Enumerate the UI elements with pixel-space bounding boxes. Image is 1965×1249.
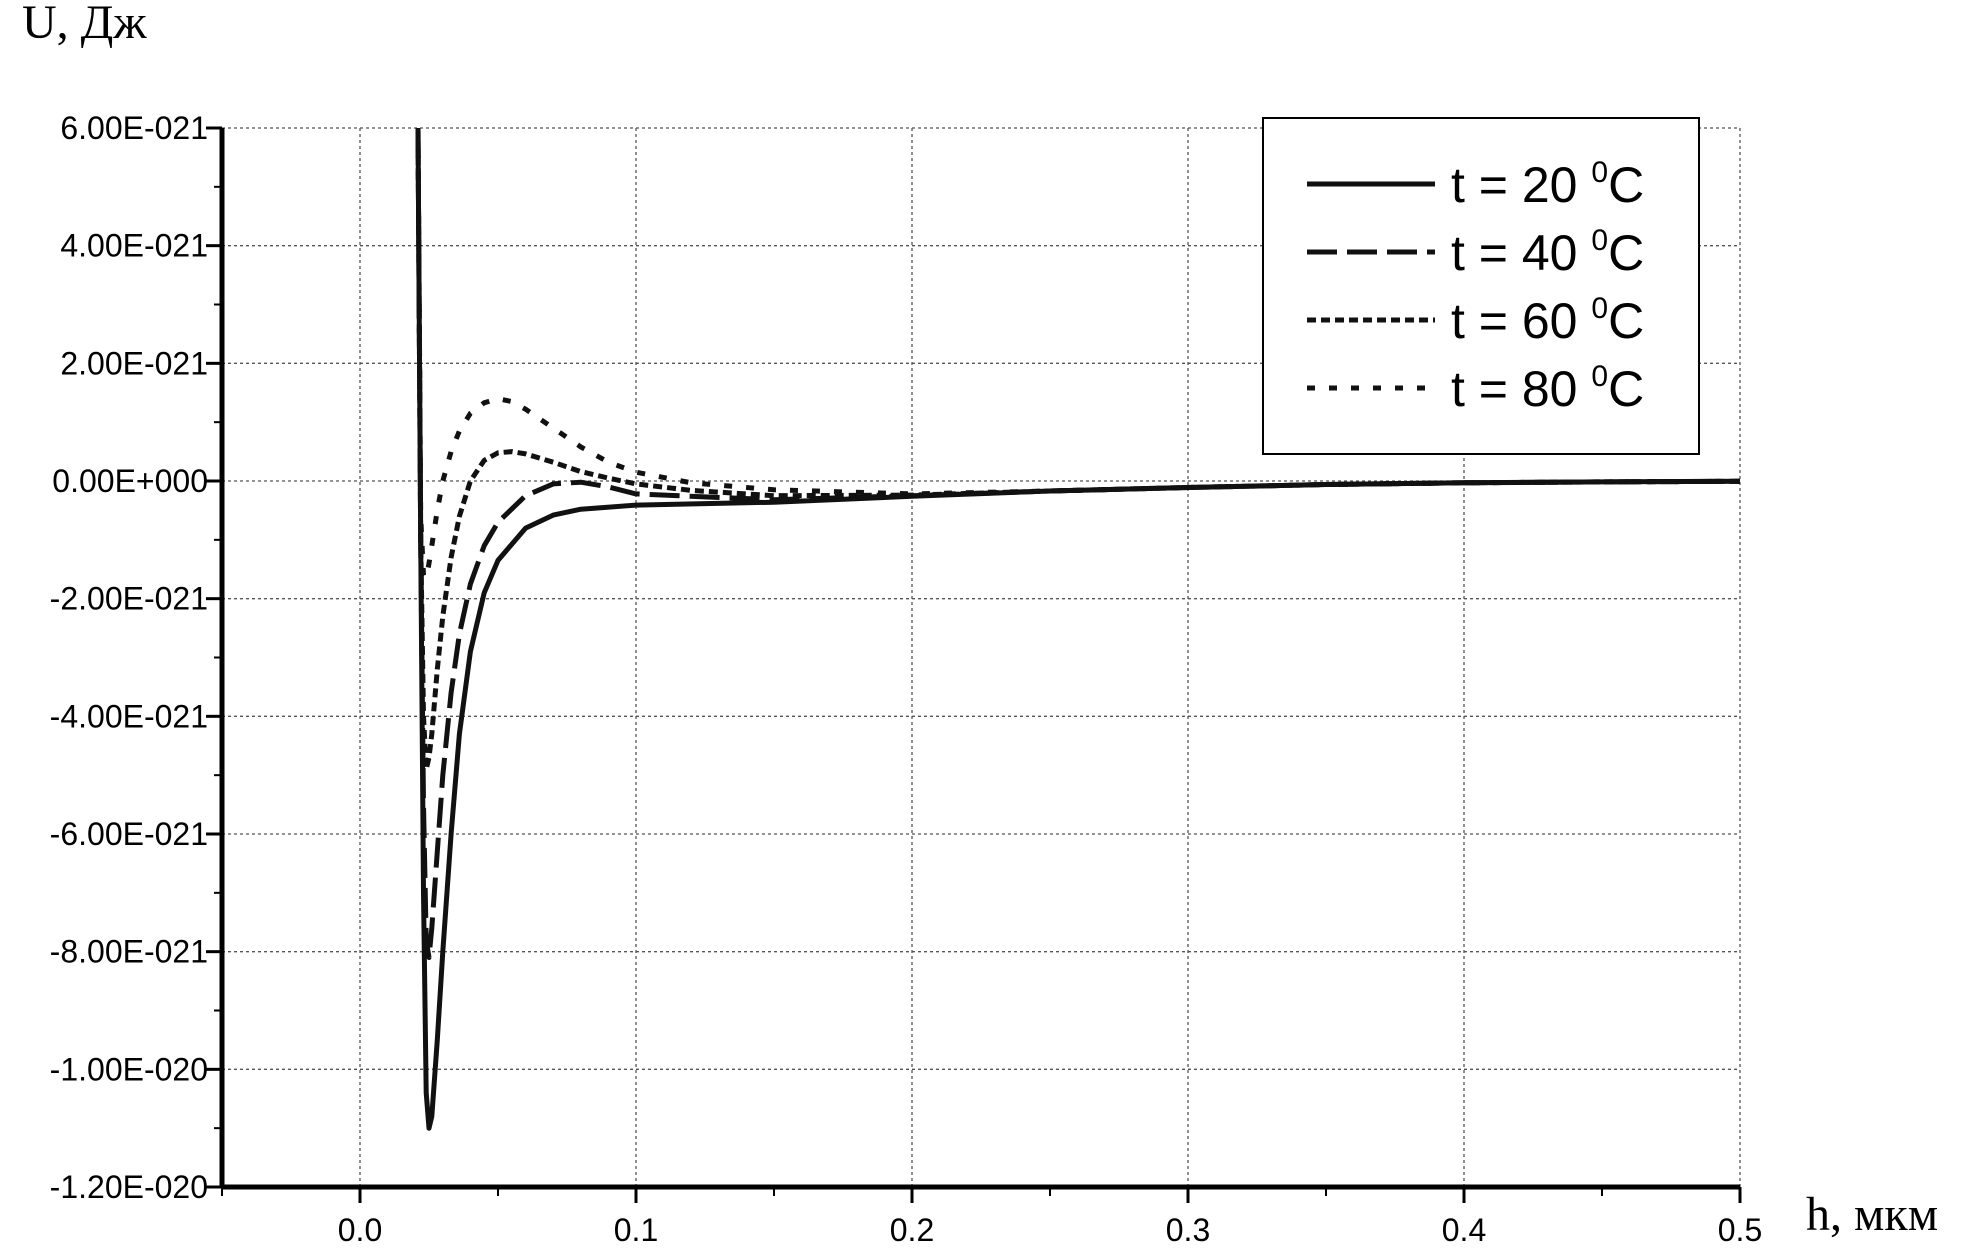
legend-label-1: t = 20 0C	[1451, 156, 1644, 213]
y-tick-label: -8.00E-021	[50, 934, 208, 970]
x-tick-label: 0.3	[1166, 1212, 1210, 1248]
y-tick-label: -1.20E-020	[50, 1169, 208, 1205]
x-tick-label: 0.0	[338, 1212, 382, 1248]
y-axis-title: U, Дж	[22, 0, 147, 49]
series-line-3	[415, 127, 1740, 772]
legend: t = 20 0C t = 40 0C t = 60 0C t = 80 0C	[1262, 117, 1700, 455]
x-tick-label: 0.4	[1442, 1212, 1486, 1248]
legend-label-3: t = 60 0C	[1451, 292, 1644, 349]
y-tick-label: 4.00E-021	[60, 228, 208, 264]
legend-label-4: t = 80 0C	[1451, 360, 1644, 417]
y-tick-label: -1.00E-020	[50, 1051, 208, 1087]
series-layer	[415, 127, 1740, 1131]
y-tick-label: -6.00E-021	[50, 816, 208, 852]
y-tick-label: 6.00E-021	[60, 110, 208, 146]
legend-label-2: t = 40 0C	[1451, 224, 1644, 281]
ticks: 6.00E-021 4.00E-021 2.00E-021 0.00E+000 -2.0…	[50, 110, 1763, 1248]
x-tick-label: 0.5	[1718, 1212, 1762, 1248]
y-tick-label: -2.00E-021	[50, 581, 208, 617]
y-tick-label: -4.00E-021	[50, 698, 208, 734]
x-tick-label: 0.2	[890, 1212, 934, 1248]
x-tick-label: 0.1	[614, 1212, 658, 1248]
series-line-2	[415, 127, 1740, 960]
legend-box	[1262, 117, 1700, 455]
y-tick-label: 2.00E-021	[60, 345, 208, 381]
y-tick-label: 0.00E+000	[52, 463, 208, 499]
x-axis-title: h, мкм	[1806, 1188, 1938, 1241]
